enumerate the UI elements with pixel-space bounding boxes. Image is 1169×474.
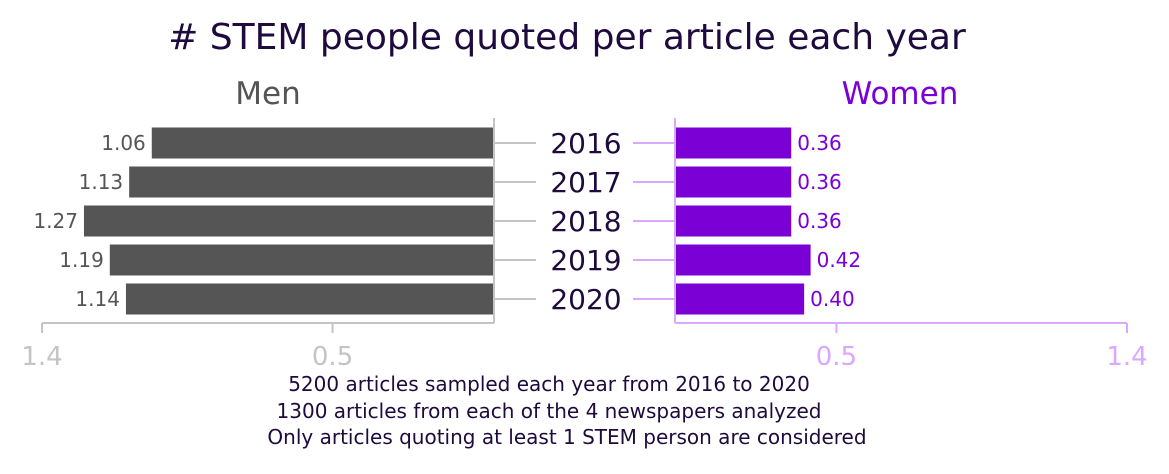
- women-bar: [675, 244, 811, 276]
- women-bar-value-label: 0.36: [797, 209, 842, 233]
- women-bar-value-label: 0.36: [797, 170, 842, 194]
- women-x-tick-label: 1.4: [1106, 342, 1147, 372]
- men-panel-title: Men: [235, 76, 300, 112]
- ticks-layer: 1.4 0.5 0.5 1.4: [21, 323, 1148, 372]
- axes-layer: [42, 118, 1127, 324]
- men-bar-value-label: 1.13: [79, 170, 124, 194]
- women-bar-value-label: 0.40: [810, 287, 855, 311]
- women-x-tick-label: 0.5: [816, 342, 857, 372]
- men-bar: [129, 166, 494, 198]
- women-bar: [675, 283, 805, 315]
- men-bar-value-label: 1.27: [33, 209, 78, 233]
- year-label: 2019: [550, 244, 621, 277]
- women-bar: [675, 127, 792, 159]
- year-label: 2017: [550, 166, 621, 199]
- women-bar: [675, 166, 792, 198]
- men-bar: [151, 127, 494, 159]
- men-bar: [83, 205, 494, 237]
- men-bar-value-label: 1.19: [59, 248, 104, 272]
- women-bar-value-label: 0.36: [797, 131, 842, 155]
- note-line-2: 1300 articles from each of the 4 newspap…: [277, 399, 822, 423]
- women-panel-title: Women: [842, 76, 959, 112]
- men-bar-value-label: 1.06: [101, 131, 146, 155]
- men-bar-value-label: 1.14: [75, 287, 120, 311]
- note-line-3: Only articles quoting at least 1 STEM pe…: [267, 425, 866, 449]
- chart-title: # STEM people quoted per article each ye…: [168, 17, 966, 58]
- year-label: 2016: [550, 127, 621, 160]
- women-bar-value-label: 0.42: [817, 248, 862, 272]
- men-x-tick-label: 1.4: [21, 342, 62, 372]
- men-x-tick-label: 0.5: [312, 342, 353, 372]
- women-bar: [675, 205, 792, 237]
- bars-layer: 1.06 0.36 2016 1.13 0.36 2017 1.27 0.36 2018 1.19…: [33, 127, 861, 316]
- note-line-1: 5200 articles sampled each year from 201…: [288, 372, 810, 396]
- year-label: 2018: [550, 205, 621, 238]
- men-bar: [125, 283, 494, 315]
- year-label: 2020: [550, 283, 621, 316]
- men-bar: [109, 244, 495, 276]
